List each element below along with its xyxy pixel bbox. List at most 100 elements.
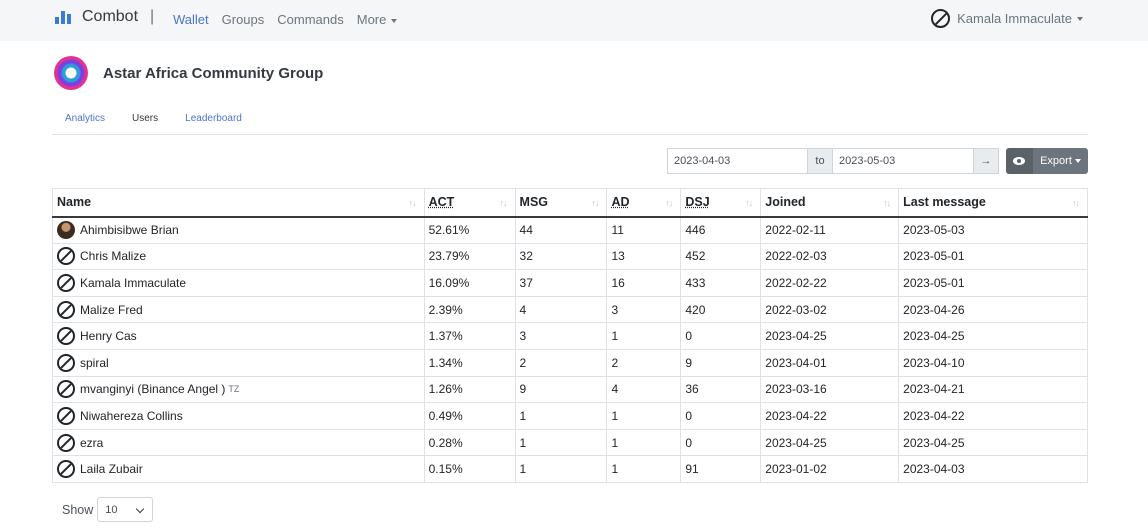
brand[interactable]: Combot | bbox=[55, 8, 154, 26]
sort-icon: ↑↓ bbox=[883, 198, 891, 208]
cell-dsj: 9 bbox=[680, 348, 762, 377]
cell-msg: 4 bbox=[514, 295, 608, 324]
col-ad[interactable]: AD ↑↓ bbox=[606, 188, 682, 218]
cell-joined: 2022-02-11 bbox=[760, 216, 900, 244]
show-label: Show bbox=[62, 502, 94, 517]
user-name-link[interactable]: mvanginyi (Binance Angel ) bbox=[80, 382, 226, 397]
user-name-link[interactable]: Laila Zubair bbox=[80, 462, 143, 477]
cell-msg: 3 bbox=[514, 322, 608, 350]
cell-name: spiral bbox=[52, 348, 425, 377]
cell-joined: 2023-03-16 bbox=[760, 375, 900, 404]
cell-last: 2023-04-10 bbox=[898, 348, 1088, 377]
cell-dsj: 446 bbox=[680, 216, 762, 244]
view-button[interactable] bbox=[1006, 148, 1032, 174]
ban-icon bbox=[57, 327, 75, 346]
group-logo bbox=[54, 56, 88, 90]
tab-analytics[interactable]: Analytics bbox=[65, 113, 106, 124]
user-avatar bbox=[57, 221, 75, 240]
cell-last: 2023-05-01 bbox=[898, 269, 1088, 297]
col-msg[interactable]: MSG ↑↓ bbox=[514, 188, 608, 218]
eye-icon bbox=[1013, 157, 1025, 165]
user-name-link[interactable]: Kamala Immaculate bbox=[80, 275, 187, 290]
table-row: mvanginyi (Binance Angel ) TZ 1.26% 9 4 36 202… bbox=[52, 375, 1088, 404]
ban-icon bbox=[57, 433, 75, 452]
nav-wallet[interactable]: Wallet bbox=[173, 12, 209, 27]
cell-dsj: 433 bbox=[680, 269, 762, 297]
sort-icon: ↑↓ bbox=[665, 198, 673, 208]
user-name-link[interactable]: Malize Fred bbox=[80, 302, 143, 317]
cell-last: 2023-04-25 bbox=[898, 428, 1088, 457]
col-joined[interactable]: Joined ↑↓ bbox=[760, 188, 900, 218]
cell-act: 16.09% bbox=[423, 269, 516, 297]
col-act[interactable]: ACT ↑↓ bbox=[423, 188, 516, 218]
page-size-select[interactable]: 10 bbox=[97, 497, 154, 522]
cell-dsj: 0 bbox=[680, 402, 762, 430]
nav-commands[interactable]: Commands bbox=[277, 12, 344, 27]
table-body: Ahimbisibwe Brian 52.61% 44 11 446 2022-02-11… bbox=[52, 216, 1088, 483]
top-navbar: Combot | Wallet Groups Commands More Kam… bbox=[0, 0, 1148, 41]
table-row: spiral 1.34% 2 2 9 2023-04-01 2023-04-10 bbox=[52, 348, 1088, 377]
cell-last: 2023-04-03 bbox=[898, 455, 1088, 483]
col-joined-label: Joined bbox=[765, 195, 806, 210]
ban-icon bbox=[57, 300, 75, 319]
cell-ad: 16 bbox=[606, 269, 682, 297]
cell-act: 0.28% bbox=[423, 428, 516, 457]
table-row: Laila Zubair 0.15% 1 1 91 2023-01-02 2023-04-0… bbox=[52, 455, 1088, 483]
tab-users[interactable]: Users bbox=[132, 113, 159, 124]
nav-more[interactable]: More bbox=[357, 12, 398, 27]
sort-icon: ↑↓ bbox=[499, 198, 508, 208]
nav-groups[interactable]: Groups bbox=[221, 12, 265, 27]
date-from-input[interactable] bbox=[667, 148, 808, 174]
cell-joined: 2022-02-03 bbox=[760, 242, 900, 271]
col-name[interactable]: Name ↑↓ bbox=[52, 188, 425, 218]
table-row: Ahimbisibwe Brian 52.61% 44 11 446 2022-02-11… bbox=[52, 216, 1088, 244]
cell-last: 2023-04-22 bbox=[898, 402, 1088, 430]
col-name-label: Name bbox=[57, 195, 92, 210]
to-label: to bbox=[808, 148, 833, 174]
cell-dsj: 452 bbox=[680, 242, 762, 271]
group-header: Astar Africa Community Group bbox=[54, 56, 323, 90]
export-button-group: Export bbox=[1006, 148, 1088, 174]
cell-act: 1.34% bbox=[423, 348, 516, 377]
ban-icon bbox=[57, 353, 75, 372]
col-last-message[interactable]: Last message ↑↓ bbox=[898, 188, 1088, 218]
cell-act: 0.49% bbox=[423, 402, 516, 430]
cell-name: Laila Zubair bbox=[52, 455, 425, 483]
export-button[interactable]: Export bbox=[1032, 148, 1088, 174]
cell-name: ezra bbox=[52, 428, 425, 457]
users-table: Name ↑↓ ACT ↑↓ MSG ↑↓ AD ↑↓ DSJ ↑↓ Joined ↑↓ L… bbox=[52, 188, 1088, 483]
table-row: Malize Fred 2.39% 4 3 420 2022-03-02 2023-04-2… bbox=[52, 295, 1088, 324]
cell-dsj: 0 bbox=[680, 428, 762, 457]
cell-joined: 2023-01-02 bbox=[760, 455, 900, 483]
cell-dsj: 36 bbox=[680, 375, 762, 404]
cell-ad: 1 bbox=[606, 322, 682, 350]
col-dsj[interactable]: DSJ ↑↓ bbox=[680, 188, 762, 218]
cell-act: 1.26% bbox=[423, 375, 516, 404]
cell-joined: 2023-04-22 bbox=[760, 402, 900, 430]
user-name-link[interactable]: ezra bbox=[80, 435, 104, 450]
apply-date-button[interactable]: → bbox=[974, 148, 999, 174]
cell-act: 1.37% bbox=[423, 322, 516, 350]
user-name-link[interactable]: Niwahereza Collins bbox=[80, 408, 183, 423]
col-act-label: ACT bbox=[428, 195, 455, 210]
user-name-link[interactable]: Ahimbisibwe Brian bbox=[80, 223, 179, 238]
cell-name: mvanginyi (Binance Angel ) TZ bbox=[52, 375, 425, 404]
sort-icon: ↑↓ bbox=[408, 198, 417, 208]
cell-ad: 3 bbox=[606, 295, 682, 324]
cell-ad: 1 bbox=[606, 402, 682, 430]
user-menu[interactable]: Kamala Immaculate bbox=[931, 9, 1083, 28]
user-name-link[interactable]: Henry Cas bbox=[80, 329, 137, 344]
col-msg-label: MSG bbox=[519, 195, 549, 210]
user-name-link[interactable]: Chris Malize bbox=[80, 249, 147, 264]
user-name-link[interactable]: spiral bbox=[80, 355, 109, 370]
export-label: Export bbox=[1040, 155, 1072, 167]
cell-act: 52.61% bbox=[423, 216, 516, 244]
cell-ad: 2 bbox=[606, 348, 682, 377]
user-name: Kamala Immaculate bbox=[957, 11, 1072, 26]
tab-leaderboard[interactable]: Leaderboard bbox=[185, 113, 242, 124]
sort-icon: ↑↓ bbox=[591, 198, 599, 208]
cell-joined: 2023-04-25 bbox=[760, 428, 900, 457]
cell-act: 0.15% bbox=[423, 455, 516, 483]
caret-down-icon bbox=[1077, 16, 1083, 21]
date-to-input[interactable] bbox=[833, 148, 974, 174]
